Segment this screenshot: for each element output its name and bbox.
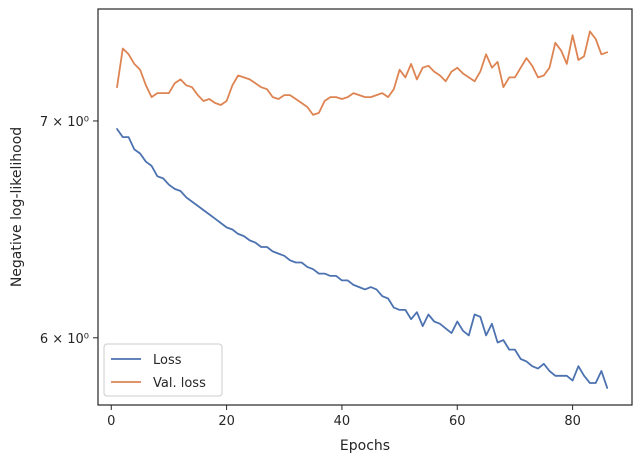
legend: Loss Val. loss (103, 343, 223, 397)
y-axis-title: Negative log-likelihood (9, 127, 25, 287)
x-tick-label: 20 (218, 414, 235, 429)
legend-label-loss: Loss (153, 353, 182, 368)
y-axis-ticks: 6 × 10⁰ 7 × 10⁰ (40, 115, 98, 347)
legend-label-val-loss: Val. loss (153, 376, 206, 391)
series-line-val-loss (116, 30, 609, 116)
plot-frame (97, 8, 633, 406)
x-tick-label: 0 (107, 414, 115, 429)
x-tick-label: 60 (449, 414, 466, 429)
x-axis-title: Epochs (340, 438, 390, 454)
x-tick-label: 80 (564, 414, 581, 429)
legend-box (103, 343, 223, 397)
series-lines (116, 30, 609, 389)
series-line-loss (116, 128, 609, 389)
x-tick-label: 40 (334, 414, 351, 429)
y-tick-label: 7 × 10⁰ (40, 115, 89, 130)
y-tick-label: 6 × 10⁰ (40, 332, 89, 347)
x-axis-ticks: 0 20 40 60 80 (107, 405, 581, 429)
